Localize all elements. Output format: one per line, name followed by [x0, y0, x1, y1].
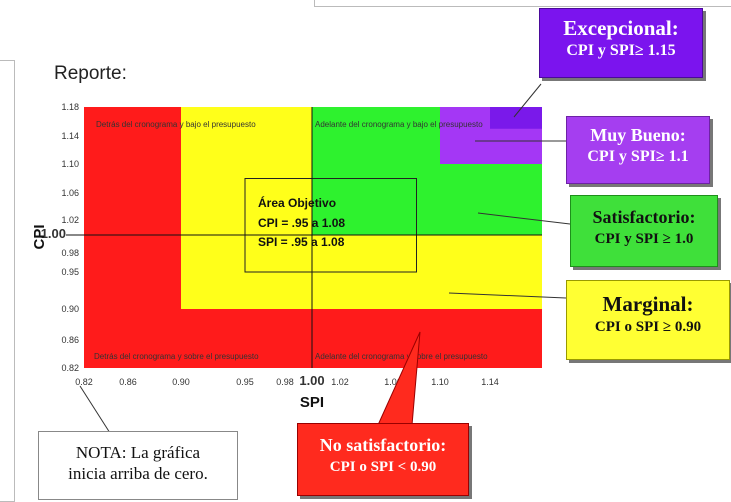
callout-marginal: Marginal: CPI o SPI ≥ 0.90 — [566, 280, 730, 360]
x-tick-label: 1.02 — [331, 377, 349, 387]
y-tick-label: 0.82 — [61, 363, 79, 373]
callout-excepcional-sub: CPI y SPI≥ 1.15 — [566, 42, 676, 60]
y-axis-label: CPI — [31, 224, 48, 249]
y-tick-label: 0.95 — [61, 267, 79, 277]
x-tick-label: 0.90 — [172, 377, 190, 387]
callout-marginal-head: Marginal: — [602, 292, 694, 316]
x-tick-label: 1.06 — [384, 377, 402, 387]
pointer-nota — [79, 385, 111, 434]
quadrant-label-top-left: Detrás del cronograma y bajo el presupue… — [96, 120, 256, 129]
y-tick-label: 0.98 — [61, 248, 79, 258]
quadrant-label-top-right: Adelante del cronograma y bajo el presup… — [315, 120, 483, 129]
y-tick-label: 1.06 — [61, 188, 79, 198]
callout-no-satisfactorio: No satisfactorio: CPI o SPI < 0.90 — [297, 423, 469, 496]
callout-marginal-sub: CPI o SPI ≥ 0.90 — [594, 319, 702, 336]
x-tick-label: 0.98 — [276, 377, 294, 387]
callout-no-satisfactorio-sub: CPI o SPI < 0.90 — [329, 458, 437, 475]
callout-excepcional-head: Excepcional: — [563, 16, 679, 40]
page-title: Reporte: — [54, 63, 127, 84]
target-area-spi: SPI = .95 a 1.08 — [258, 235, 345, 249]
pointer-excepcional — [513, 83, 542, 118]
y-tick-label: 1.10 — [61, 159, 79, 169]
callout-satisfactorio-head: Satisfactorio: — [592, 207, 696, 227]
callout-nota: NOTA: La gráfica inicia arriba de cero. — [38, 431, 238, 500]
y-tick-label: 1.14 — [61, 131, 79, 141]
callout-muy-bueno: Muy Bueno: CPI y SPI≥ 1.1 — [566, 116, 710, 184]
quadrant-label-bottom-right: Adelante del cronograma y sobre el presu… — [315, 352, 488, 361]
callout-muy-bueno-head: Muy Bueno: — [590, 125, 686, 145]
top-frame — [314, 0, 731, 7]
pointer-satisfactorio — [477, 212, 571, 225]
callout-muy-bueno-sub: CPI y SPI≥ 1.1 — [587, 147, 689, 165]
callout-satisfactorio-sub: CPI y SPI ≥ 1.0 — [594, 230, 694, 247]
x-tick-label: 0.82 — [75, 377, 93, 387]
callout-nota-line2: inicia arriba de cero. — [68, 464, 208, 484]
callout-excepcional: Excepcional: CPI y SPI≥ 1.15 — [539, 8, 703, 78]
target-area-box — [244, 178, 417, 273]
x-axis-label: SPI — [300, 394, 324, 411]
y-tick-label: 1.18 — [61, 102, 79, 112]
callout-nota-line1: NOTA: La gráfica — [75, 443, 201, 462]
callout-satisfactorio: Satisfactorio: CPI y SPI ≥ 1.0 — [570, 195, 718, 267]
target-area-cpi: CPI = .95 a 1.08 — [258, 216, 345, 230]
callout-no-satisfactorio-head: No satisfactorio: — [319, 435, 447, 455]
x-tick-label: 1.00 — [299, 373, 324, 388]
y-tick-label: 1.00 — [41, 226, 66, 241]
x-tick-label: 0.86 — [119, 377, 137, 387]
x-tick-label: 0.95 — [236, 377, 254, 387]
y-tick-label: 1.02 — [61, 215, 79, 225]
x-tick-label: 1.14 — [481, 377, 499, 387]
violet-region — [490, 107, 542, 129]
y-tick-label: 0.86 — [61, 335, 79, 345]
y-tick-label: 0.90 — [61, 304, 79, 314]
target-area-title: Área Objetivo — [258, 195, 336, 210]
quadrant-label-bottom-left: Detrás del cronograma y sobre el presupu… — [94, 352, 259, 361]
pointer-marginal — [448, 292, 567, 299]
x-tick-label: 1.10 — [431, 377, 449, 387]
